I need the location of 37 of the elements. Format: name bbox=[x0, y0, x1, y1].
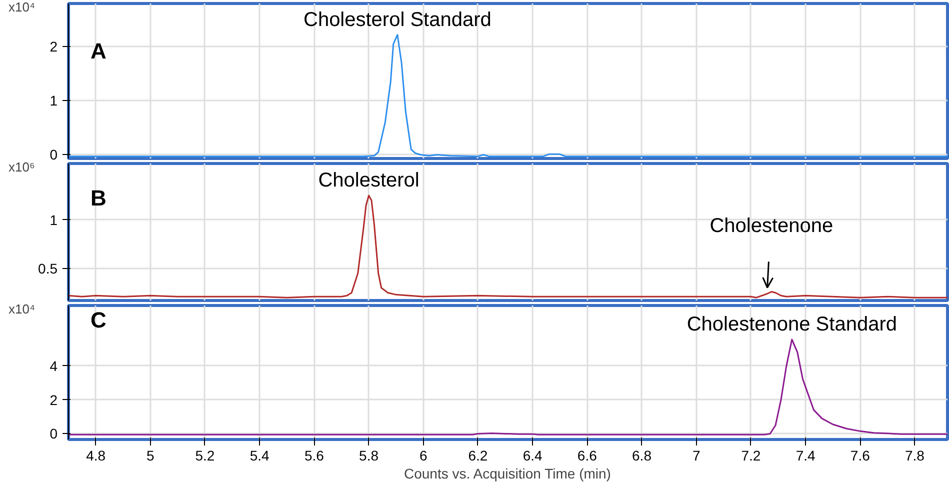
x-tick-label: 6.8 bbox=[632, 448, 652, 464]
x-tick-label: 7.4 bbox=[796, 448, 816, 464]
y-tick-label: 1 bbox=[50, 92, 58, 109]
x-tick-label: 7 bbox=[692, 448, 700, 464]
annotation: Cholesterol bbox=[318, 170, 420, 192]
annotation: C bbox=[90, 308, 106, 332]
x-tick-label: 5.6 bbox=[304, 448, 324, 464]
x-tick-label: 4.8 bbox=[86, 448, 106, 464]
x-tick-label: 6.6 bbox=[577, 448, 598, 464]
x-tick-label: 6 bbox=[419, 448, 428, 464]
y-tick-label: 0 bbox=[50, 426, 58, 442]
x-tick-label: 7.2 bbox=[741, 448, 761, 464]
annotation: A bbox=[90, 38, 106, 64]
y-axis-title: x10⁴ bbox=[8, 302, 36, 316]
y-tick-label: 1 bbox=[50, 212, 58, 228]
x-tick-label: 7.6 bbox=[850, 448, 870, 464]
x-tick-label: 7.8 bbox=[905, 448, 925, 464]
annotation: Cholesterol Standard bbox=[303, 8, 492, 31]
annotation: B bbox=[90, 186, 106, 210]
y-tick-label: 2 bbox=[50, 392, 58, 408]
y-tick-label: 4 bbox=[50, 358, 58, 374]
annotation: Cholestenone bbox=[710, 214, 834, 237]
x-tick-label: 5.8 bbox=[359, 448, 379, 464]
line-series bbox=[68, 34, 948, 158]
x-tick-label: 5.4 bbox=[250, 448, 270, 464]
y-axis-title: x10⁶ bbox=[8, 160, 35, 174]
line-series bbox=[68, 338, 948, 436]
y-axis-title: x10⁴ bbox=[8, 0, 36, 14]
y-tick-label: 0.5 bbox=[38, 260, 58, 276]
y-tick-label: 0 bbox=[50, 146, 58, 163]
x-tick-label: 5.2 bbox=[195, 448, 215, 464]
x-tick-label: 6.4 bbox=[522, 448, 543, 464]
x-axis-title: Counts vs. Acquisition Time (min) bbox=[404, 466, 611, 482]
annotation: Cholestenone Standard bbox=[686, 313, 897, 336]
x-tick-label: 5 bbox=[146, 448, 154, 464]
y-tick-label: 2 bbox=[50, 38, 58, 55]
x-tick-label: 6.2 bbox=[468, 448, 488, 464]
